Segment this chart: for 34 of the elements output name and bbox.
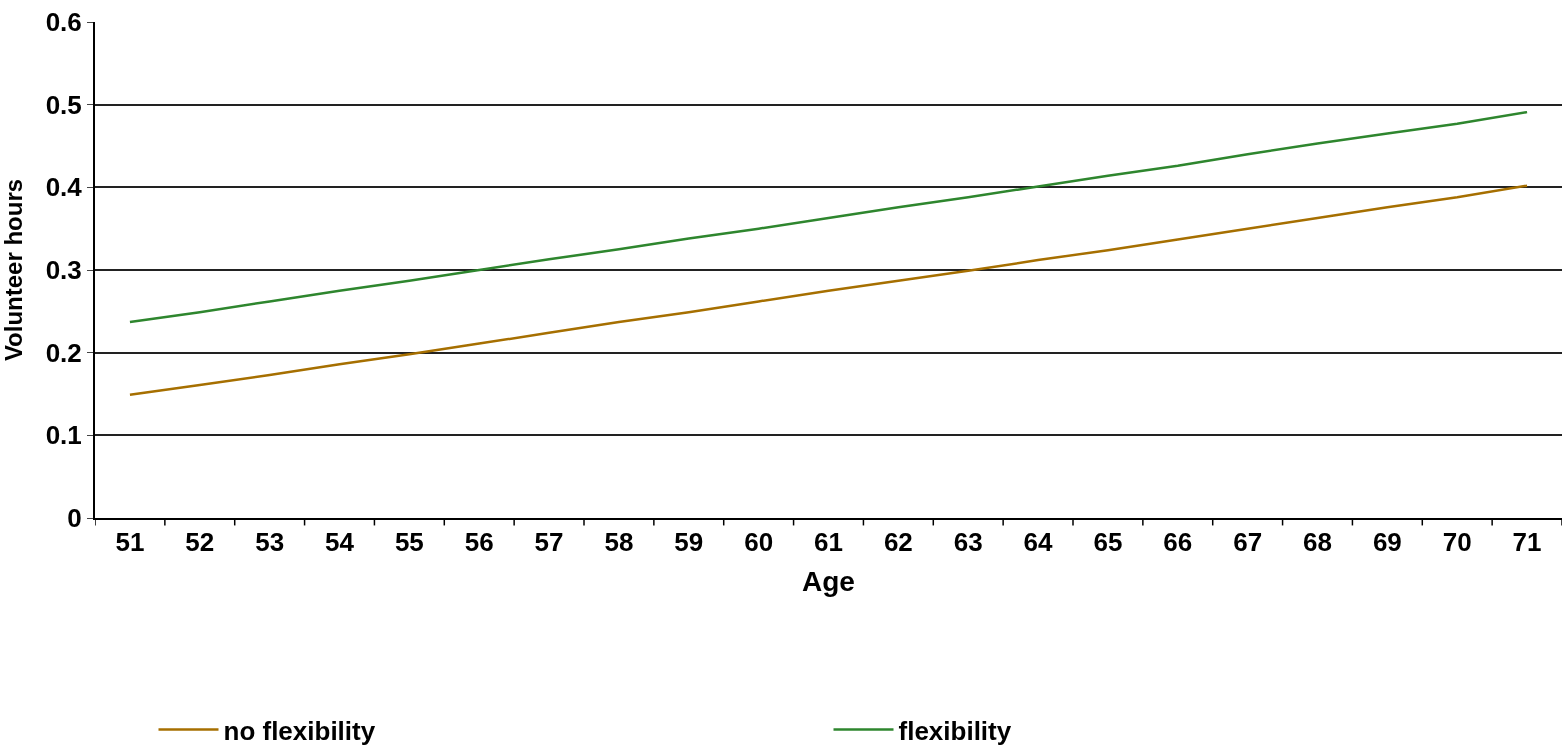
x-tick-label: 59 bbox=[674, 527, 704, 558]
x-tick-label: 62 bbox=[883, 527, 913, 558]
x-tick-label: 58 bbox=[604, 527, 634, 558]
x-tick-label: 60 bbox=[744, 527, 774, 558]
y-tick-label: 0.2 bbox=[45, 337, 82, 368]
y-tick-label: 0.5 bbox=[45, 89, 82, 120]
x-tick-label: 64 bbox=[1023, 527, 1054, 558]
x-tick-label: 68 bbox=[1303, 527, 1332, 558]
x-tick-label: 56 bbox=[464, 527, 494, 558]
legend-label: no flexibility bbox=[223, 715, 376, 746]
x-tick-label: 63 bbox=[953, 527, 983, 558]
x-tick-label: 55 bbox=[394, 527, 424, 558]
y-tick-label: 0.3 bbox=[45, 255, 82, 286]
x-tick-label: 69 bbox=[1372, 527, 1402, 558]
x-tick-label: 71 bbox=[1512, 527, 1542, 558]
legend-label: flexibility bbox=[898, 715, 1012, 746]
x-tick-label: 57 bbox=[534, 527, 564, 558]
x-tick-label: 53 bbox=[255, 527, 285, 558]
y-axis-title: Volunteer hours bbox=[0, 178, 27, 362]
line-series bbox=[128, 184, 1529, 397]
x-tick-label: 65 bbox=[1093, 527, 1123, 558]
x-tick-label: 66 bbox=[1163, 527, 1193, 558]
line-series bbox=[128, 110, 1529, 324]
x-tick-label: 54 bbox=[325, 527, 355, 558]
y-tick-label: 0.6 bbox=[45, 7, 82, 38]
x-tick-label: 52 bbox=[185, 527, 215, 558]
x-tick-label: 61 bbox=[814, 527, 843, 558]
x-tick-label: 67 bbox=[1233, 527, 1263, 558]
x-tick-label: 51 bbox=[115, 527, 145, 558]
y-tick-label: 0.4 bbox=[45, 172, 83, 203]
y-tick-label: 0 bbox=[67, 503, 82, 534]
x-axis-title: Age bbox=[802, 565, 855, 597]
y-tick-label: 0.1 bbox=[45, 420, 82, 451]
x-tick-label: 70 bbox=[1442, 527, 1472, 558]
